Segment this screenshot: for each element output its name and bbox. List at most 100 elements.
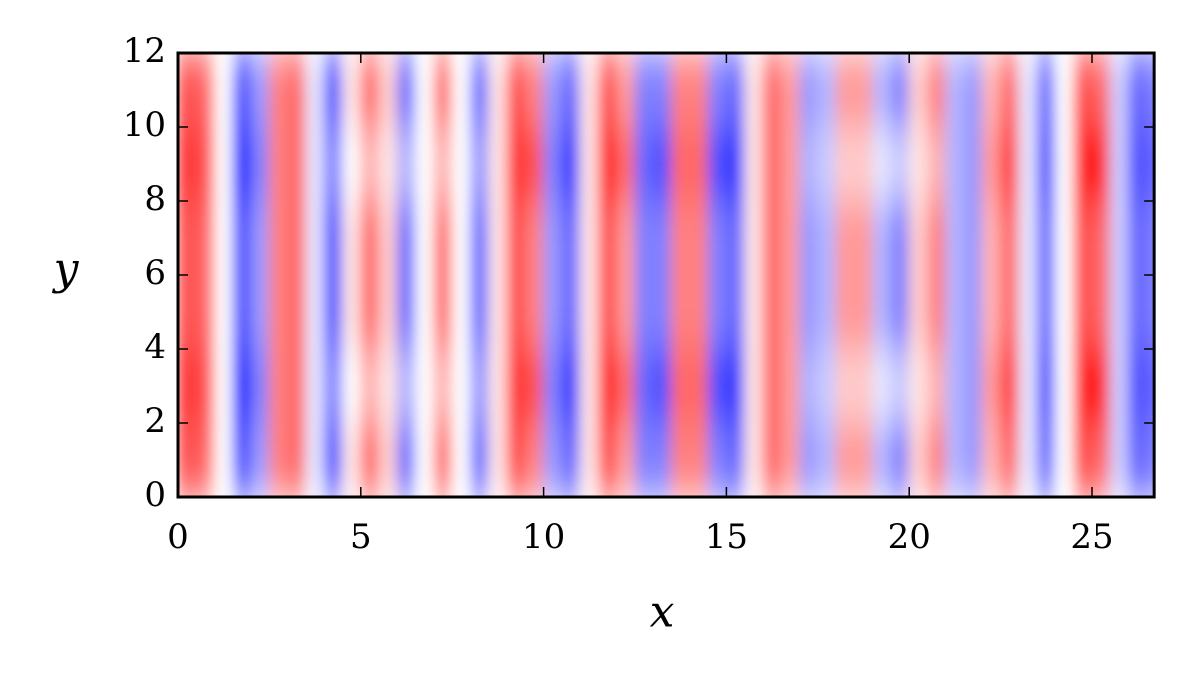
cell: [232, 348, 252, 424]
cell: [1073, 422, 1093, 497]
cell: [799, 53, 819, 128]
cell: [817, 200, 837, 276]
cell: [634, 126, 654, 202]
cell: [707, 53, 727, 128]
cell: [342, 53, 362, 128]
cell: [890, 200, 910, 276]
cell: [360, 422, 380, 497]
cell: [597, 348, 618, 424]
cell: [1109, 348, 1130, 424]
cell: [597, 126, 618, 202]
cell: [945, 126, 965, 202]
cell: [451, 126, 471, 202]
cell: [597, 422, 618, 497]
cell: [195, 126, 216, 202]
cell: [451, 348, 471, 424]
cell: [1018, 422, 1038, 497]
cell: [908, 348, 928, 424]
cell: [835, 274, 855, 350]
x-tick-label: 20: [888, 517, 931, 557]
cell: [1128, 274, 1148, 350]
cell: [652, 126, 673, 202]
cell: [762, 422, 782, 497]
cell: [817, 422, 837, 497]
cell: [433, 348, 453, 424]
cell: [1000, 200, 1020, 276]
cell: [634, 200, 654, 276]
cell: [853, 53, 874, 128]
cell: [415, 422, 435, 497]
cell: [524, 200, 545, 276]
cell: [1036, 126, 1056, 202]
cell: [872, 422, 892, 497]
cell: [1018, 53, 1038, 128]
cell: [1109, 274, 1130, 350]
cell: [488, 126, 508, 202]
cell: [1000, 274, 1020, 350]
cell: [725, 200, 746, 276]
cell: [597, 200, 618, 276]
cell: [1054, 53, 1075, 128]
cell: [451, 53, 471, 128]
cell: [561, 274, 581, 350]
cell: [323, 200, 344, 276]
cell: [707, 200, 727, 276]
cell: [305, 200, 325, 276]
cell: [178, 274, 197, 350]
cell: [762, 274, 782, 350]
cell: [671, 348, 691, 424]
cell: [433, 126, 453, 202]
cell: [178, 200, 197, 276]
cell: [579, 274, 599, 350]
cell: [506, 126, 526, 202]
cell: [853, 126, 874, 202]
cell: [799, 348, 819, 424]
cell: [1091, 53, 1111, 128]
cell: [360, 53, 380, 128]
cell: [415, 53, 435, 128]
cell: [872, 200, 892, 276]
cell: [890, 348, 910, 424]
cell: [214, 348, 234, 424]
cell: [178, 126, 197, 202]
cell: [1036, 348, 1056, 424]
cell: [799, 422, 819, 497]
cell: [1018, 274, 1038, 350]
cell: [506, 53, 526, 128]
cell: [707, 126, 727, 202]
cell: [1091, 126, 1111, 202]
cell: [506, 422, 526, 497]
cell: [305, 422, 325, 497]
cell: [799, 274, 819, 350]
cell: [342, 126, 362, 202]
cell: [1146, 53, 1154, 128]
cell: [890, 274, 910, 350]
y-tick-label: 2: [144, 401, 166, 441]
cell: [287, 53, 307, 128]
cell: [963, 274, 983, 350]
cell: [378, 348, 398, 424]
cell: [178, 422, 197, 497]
cell: [707, 274, 727, 350]
cell: [1073, 274, 1093, 350]
cell: [396, 126, 417, 202]
cell: [616, 53, 636, 128]
cell: [725, 126, 746, 202]
cell: [926, 200, 947, 276]
cell: [762, 200, 782, 276]
cell: [780, 126, 801, 202]
cell: [707, 422, 727, 497]
cell: [415, 126, 435, 202]
cell: [305, 274, 325, 350]
cell: [762, 53, 782, 128]
cell: [1073, 200, 1093, 276]
cell: [1146, 126, 1154, 202]
cell: [963, 422, 983, 497]
cell: [506, 274, 526, 350]
cell: [981, 200, 1002, 276]
cell: [469, 126, 490, 202]
cell: [488, 422, 508, 497]
cell: [744, 53, 764, 128]
cell: [945, 422, 965, 497]
